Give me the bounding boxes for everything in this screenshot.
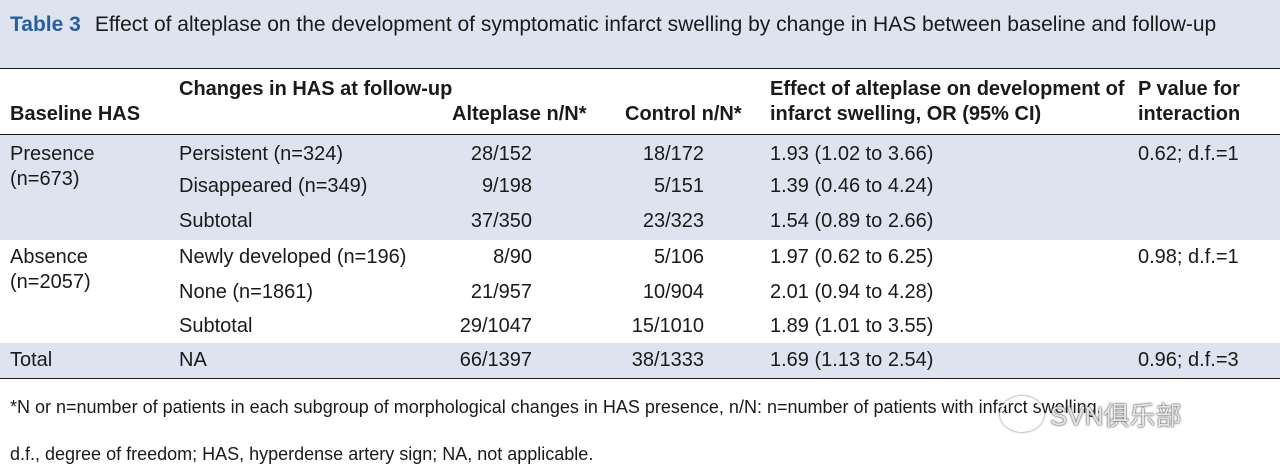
baseline-absence: Absence (n=2057)	[10, 246, 91, 293]
effect-cell: 1.93 (1.02 to 3.66)	[770, 143, 934, 165]
change-cell: None (n=1861)	[179, 281, 313, 303]
header-rule	[0, 134, 1280, 135]
alteplase-cell: 21/957	[470, 281, 532, 303]
effect-cell: 1.97 (0.62 to 6.25)	[770, 246, 934, 268]
change-cell: Subtotal	[179, 315, 253, 337]
table-title: Table 3 Effect of alteplase on the develo…	[10, 12, 1260, 38]
effect-cell: 1.89 (1.01 to 3.55)	[770, 315, 934, 337]
effect-cell: 1.69 (1.13 to 2.54)	[770, 349, 934, 371]
header-p-value: P value for interaction	[1138, 78, 1241, 125]
header-changes-in-has: Changes in HAS at follow-up	[179, 78, 453, 100]
control-cell: 23/323	[642, 210, 704, 232]
total-band	[0, 343, 1280, 378]
alteplase-cell: 66/1397	[459, 349, 532, 371]
p-value-total: 0.96; d.f.=3	[1138, 349, 1239, 371]
header-control: Control n/N*	[625, 103, 742, 125]
baseline-presence: Presence (n=673)	[10, 143, 95, 190]
effect-cell: 1.54 (0.89 to 2.66)	[770, 210, 934, 232]
p-value-presence: 0.62; d.f.=1	[1138, 143, 1239, 165]
watermark-text: SVN俱乐部	[1050, 400, 1182, 431]
control-cell: 10/904	[642, 281, 704, 303]
bottom-rule	[0, 378, 1280, 379]
control-cell: 5/106	[653, 246, 704, 268]
p-value-absence: 0.98; d.f.=1	[1138, 246, 1239, 268]
table-caption: Effect of alteplase on the development o…	[94, 13, 1217, 36]
control-cell: 5/151	[653, 175, 704, 197]
table-label: Table 3	[10, 13, 81, 36]
effect-cell: 2.01 (0.94 to 4.28)	[770, 281, 934, 303]
footnote-abbrev-n: *N or n=number of patients in each subgr…	[10, 397, 1102, 417]
change-cell: NA	[179, 349, 207, 371]
control-cell: 18/172	[642, 143, 704, 165]
alteplase-cell: 9/198	[481, 175, 532, 197]
change-cell: Disappeared (n=349)	[179, 175, 368, 197]
control-cell: 15/1010	[631, 315, 704, 337]
alteplase-cell: 8/90	[493, 246, 532, 268]
presence-band	[0, 135, 1280, 240]
header-alteplase: Alteplase n/N*	[452, 103, 587, 125]
table-title-bar: Table 3 Effect of alteplase on the develo…	[0, 0, 1280, 68]
chat-bubble-icon	[1000, 396, 1044, 432]
change-cell: Persistent (n=324)	[179, 143, 343, 165]
alteplase-cell: 28/152	[470, 143, 532, 165]
effect-cell: 1.39 (0.46 to 4.24)	[770, 175, 934, 197]
alteplase-cell: 37/350	[470, 210, 532, 232]
watermark: SVN俱乐部	[1000, 392, 1270, 436]
change-cell: Newly developed (n=196)	[179, 246, 407, 268]
header-baseline-has: Baseline HAS	[10, 103, 141, 125]
change-cell: Subtotal	[179, 210, 253, 232]
footnote-abbrev-df: d.f., degree of freedom; HAS, hyperdense…	[10, 444, 594, 464]
control-cell: 38/1333	[631, 349, 704, 371]
top-rule	[0, 68, 1280, 69]
alteplase-cell: 29/1047	[459, 315, 532, 337]
header-effect: Effect of alteplase on development of in…	[770, 78, 1125, 125]
total-label: Total	[10, 349, 53, 371]
